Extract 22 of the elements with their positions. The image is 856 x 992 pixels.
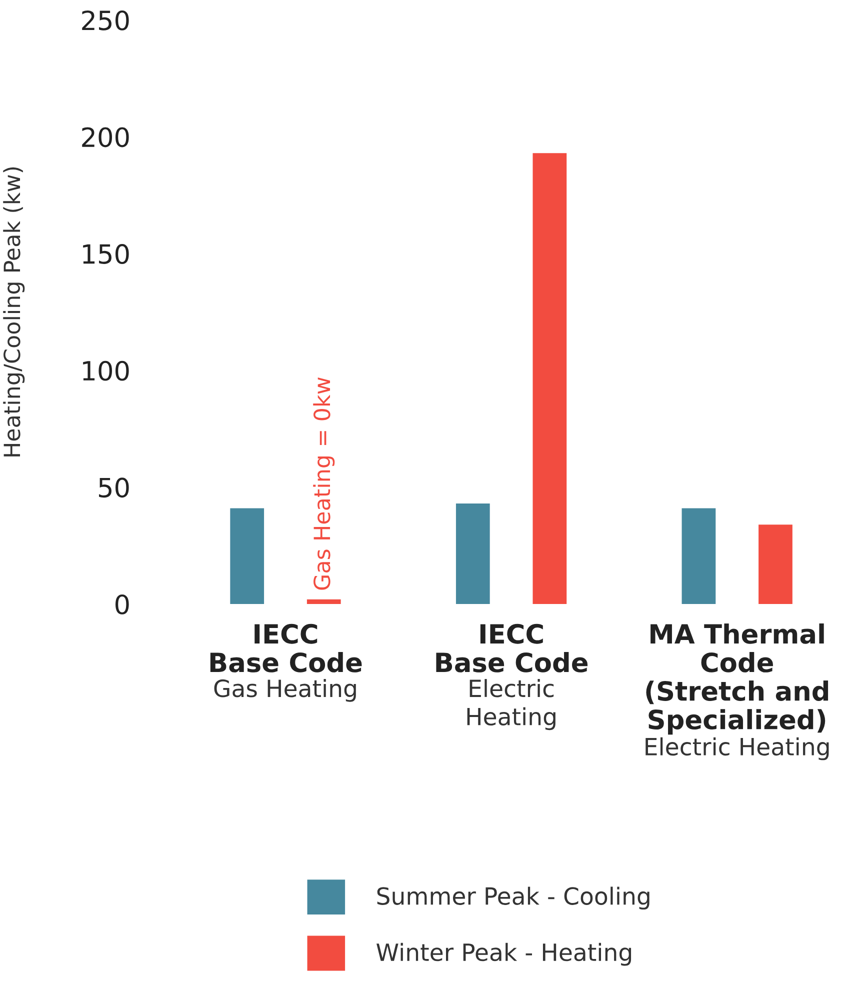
bar	[306, 599, 341, 604]
legend-label: Summer Peak - Cooling	[377, 886, 650, 910]
x-tick-label: IECC Base Code	[210, 624, 362, 672]
y-tick-label: 50	[99, 478, 129, 498]
bar	[532, 153, 567, 604]
legend-label: Winter Peak - Heating	[376, 942, 632, 966]
y-tick-label: 250	[82, 10, 129, 30]
bar	[758, 524, 792, 604]
annotation: Gas Heating = 0kw	[313, 377, 335, 590]
text: Electric Heating	[467, 679, 556, 730]
y-tick-label: 150	[83, 244, 129, 264]
y-tick-label: 200	[82, 127, 129, 148]
bar	[230, 508, 264, 604]
x-tick-label: MA Thermal Code (Stretch and Specialized)	[646, 623, 828, 735]
bar	[456, 504, 490, 604]
y-tick-label: 100	[83, 360, 129, 381]
y-tick-label: 0	[116, 594, 129, 614]
text: Gas Heating	[214, 679, 356, 702]
bar	[682, 508, 716, 604]
text: Electric Heating	[646, 737, 829, 760]
x-tick-label: IECC Base Code	[436, 624, 588, 672]
y-axis-title: Heating/Cooling Peak (kw)	[3, 167, 25, 456]
